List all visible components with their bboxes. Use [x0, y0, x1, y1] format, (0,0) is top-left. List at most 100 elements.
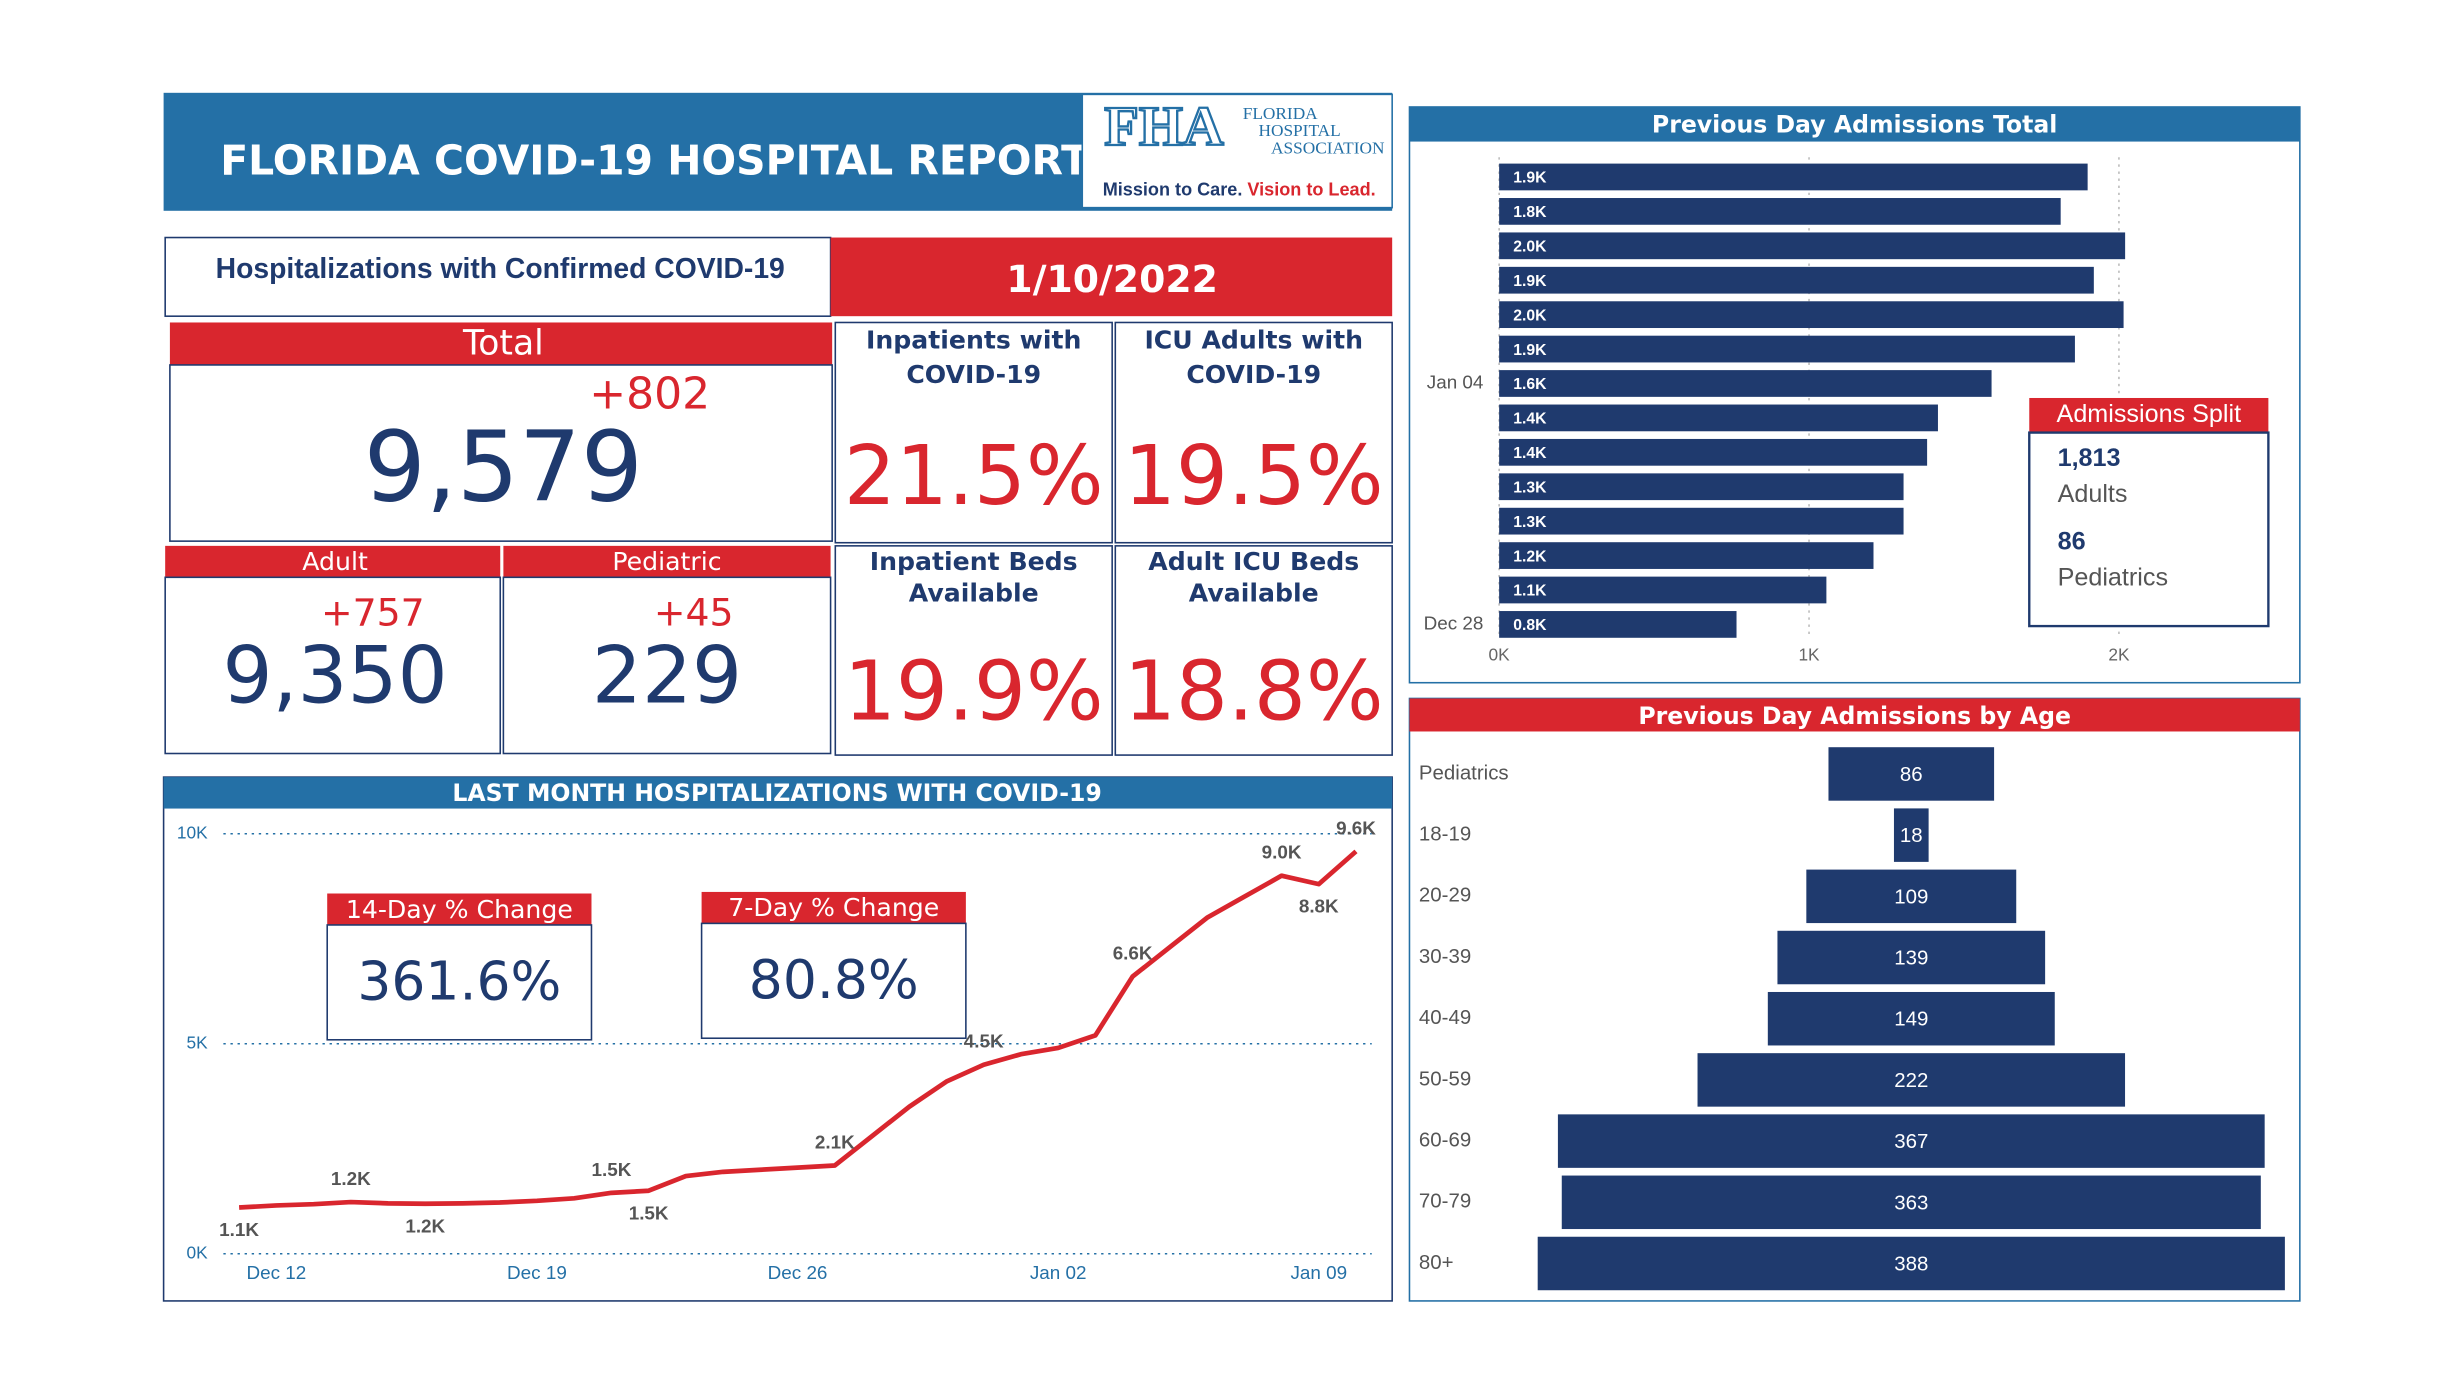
annotation-value: 361.6% — [357, 949, 561, 1012]
annotation-header — [2029, 397, 2269, 433]
bar-label: 367 — [1894, 1130, 1928, 1153]
bar — [1499, 542, 1874, 569]
data-label: 8.8K — [1299, 896, 1339, 917]
data-label: 9.6K — [1336, 817, 1376, 838]
split-label: Adults — [2058, 480, 2128, 508]
bar — [1499, 370, 1992, 397]
annotation-box — [2028, 431, 2270, 628]
data-label: 1.2K — [405, 1215, 445, 1236]
logo-mark: FHA — [1104, 96, 1224, 158]
x-tick-label: Dec 19 — [507, 1262, 567, 1283]
tile-label: Available — [909, 579, 1039, 608]
chart-title: LAST MONTH HOSPITALIZATIONS WITH COVID-1… — [452, 779, 1101, 807]
data-label: 2.1K — [815, 1131, 855, 1152]
kpi-label: Pediatric — [612, 547, 721, 576]
kpi-change: +45 — [654, 591, 734, 635]
split-value: 1,813 — [2058, 444, 2121, 472]
chart-title: Previous Day Admissions Total — [1652, 110, 2057, 138]
bar — [1561, 1175, 2261, 1230]
tile-box — [1114, 321, 1393, 544]
tile-label: COVID-19 — [1186, 360, 1321, 389]
bar — [1828, 747, 1995, 801]
bar-label: 1.9K — [1513, 273, 1547, 290]
y-tick-label: 0K — [186, 1242, 208, 1262]
bar-label: 1.3K — [1513, 479, 1547, 496]
bar — [1499, 507, 1904, 535]
tile-label: Available — [1189, 579, 1319, 608]
kpi-value: 9,350 — [222, 630, 447, 722]
bar — [1499, 576, 1827, 604]
bar — [1893, 808, 1929, 862]
annotation-header — [701, 891, 966, 924]
kpi-change: +802 — [589, 368, 710, 419]
data-label: 1.2K — [331, 1168, 371, 1189]
panel-band — [1409, 106, 2300, 142]
tile-value: 18.8% — [1124, 644, 1384, 739]
bar-label: 18 — [1900, 824, 1923, 847]
tile-box — [834, 545, 1113, 756]
date-box — [830, 237, 1393, 317]
bar — [1499, 438, 1928, 466]
tagline-part: Mission to Care. — [1103, 179, 1243, 199]
bar-label: 1.3K — [1513, 514, 1547, 531]
x-tick-label: Jan 02 — [1030, 1262, 1087, 1283]
bar — [1806, 869, 2017, 924]
annotation-title: 14-Day % Change — [346, 895, 573, 924]
bar — [1537, 1236, 2285, 1291]
data-label: 1.5K — [629, 1202, 669, 1223]
bar-label: 109 — [1894, 885, 1928, 908]
logo-tagline: Mission to Care. Vision to Lead. — [1103, 179, 1376, 199]
bar — [1557, 1114, 2265, 1168]
x-tick-label: 0K — [1489, 645, 1511, 665]
category-label: 70-79 — [1419, 1190, 1471, 1213]
panel-band — [163, 777, 1393, 809]
bar-label: 1.4K — [1513, 445, 1547, 462]
split-label: Pediatrics — [2058, 564, 2168, 592]
tile-label: COVID-19 — [906, 360, 1041, 389]
kpi-value: 229 — [592, 630, 742, 722]
kpi-label: Adult — [302, 547, 368, 576]
x-tick-label: Dec 12 — [246, 1262, 306, 1283]
logo-text: HOSPITAL — [1258, 121, 1340, 140]
section-title: Hospitalizations with Confirmed COVID-19 — [216, 252, 785, 284]
y-tick-label: Jan 04 — [1427, 371, 1484, 392]
report-date: 1/10/2022 — [1006, 257, 1217, 301]
annotation-title: 7-Day % Change — [728, 893, 939, 922]
kpi-box — [164, 576, 502, 755]
logo-text: FLORIDA — [1243, 104, 1318, 123]
kpi-header — [503, 545, 831, 578]
bar — [1499, 163, 2088, 191]
bar — [1777, 930, 2046, 985]
bar — [1499, 198, 2061, 225]
tile-box — [834, 321, 1113, 544]
tile-label: Adult ICU Beds — [1148, 547, 1359, 576]
report-title: FLORIDA COVID-19 HOSPITAL REPORT — [220, 137, 1089, 185]
x-tick-label: 2K — [2108, 645, 2130, 665]
logo-text: ASSOCIATION — [1271, 138, 1385, 157]
bar — [1499, 611, 1737, 638]
bar-label: 1.9K — [1513, 342, 1547, 359]
tagline-part: Vision to Lead. — [1247, 179, 1375, 199]
kpi-box — [502, 576, 832, 755]
bar — [1499, 335, 2075, 363]
bar-label: 1.2K — [1513, 548, 1547, 565]
bar — [1767, 991, 2055, 1046]
data-label: 1.1K — [219, 1219, 259, 1240]
kpi-value: 9,579 — [364, 410, 643, 524]
line — [238, 849, 1358, 1210]
annotation-box — [700, 922, 967, 1040]
bar-label: 1.9K — [1513, 170, 1547, 187]
tile-value: 21.5% — [844, 429, 1104, 524]
chart-title: Previous Day Admissions by Age — [1638, 702, 2071, 730]
bar — [1697, 1053, 2126, 1107]
bar — [1499, 473, 1904, 501]
bar-label: 86 — [1900, 763, 1923, 786]
category-label: 20-29 — [1419, 884, 1471, 907]
x-tick-label: 1K — [1798, 645, 1820, 665]
annotation-box — [326, 924, 593, 1041]
bar-label: 0.8K — [1513, 617, 1547, 634]
category-label: 18-19 — [1419, 823, 1471, 846]
bar-label: 1.4K — [1513, 411, 1547, 428]
category-label: 50-59 — [1419, 1067, 1471, 1090]
